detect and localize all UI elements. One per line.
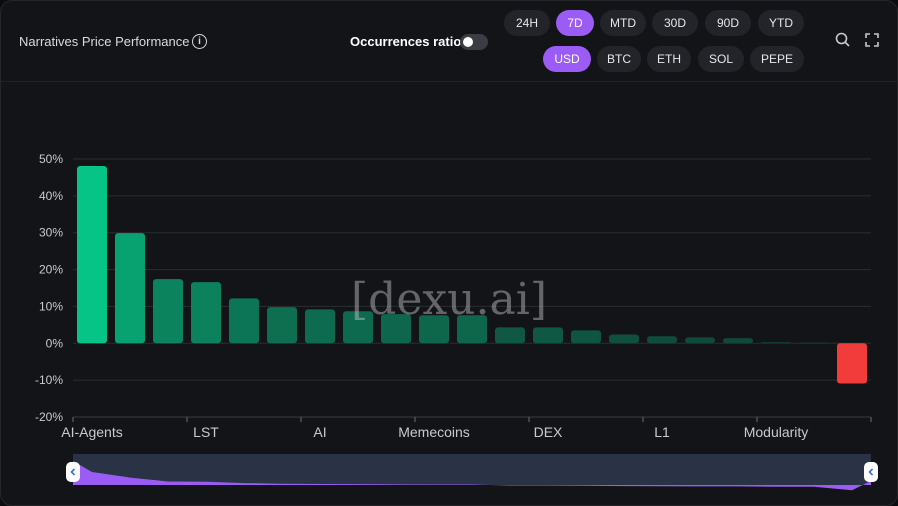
bar (533, 327, 563, 344)
fullscreen-icon[interactable] (865, 33, 879, 51)
x-tick-label: AI-Agents (61, 424, 122, 440)
y-tick-label: -20% (35, 410, 63, 424)
bar (761, 342, 791, 344)
info-icon[interactable]: i (192, 34, 207, 49)
y-tick-label: 10% (39, 299, 63, 313)
bar (685, 337, 715, 344)
bar (343, 311, 373, 344)
chevron-left-icon (70, 468, 76, 476)
chart-header: Narratives Price Performance i Occurrenc… (1, 1, 897, 82)
bar (723, 338, 753, 344)
search-icon[interactable] (835, 32, 851, 52)
period-ytd-button[interactable]: YTD (758, 10, 804, 36)
bar (419, 315, 449, 344)
bar (229, 298, 259, 344)
chart-title: Narratives Price Performance (19, 34, 190, 49)
bar (153, 279, 183, 344)
watermark-logo: [dexu.ai] (351, 274, 547, 325)
x-tick-label: L1 (654, 424, 670, 440)
bar (77, 166, 107, 344)
y-tick-label: 30% (39, 226, 63, 240)
period-90d-button[interactable]: 90D (705, 10, 751, 36)
currencie-eth-button[interactable]: ETH (647, 46, 691, 72)
period-mtd-button[interactable]: MTD (600, 10, 646, 36)
x-tick-label: LST (193, 424, 219, 440)
currencie-pepe-button[interactable]: PEPE (750, 46, 804, 72)
bar (457, 315, 487, 344)
range-slider-track (73, 454, 871, 485)
period-7d-button[interactable]: 7D (556, 10, 594, 36)
currencie-usd-button[interactable]: USD (543, 46, 591, 72)
bar (837, 343, 867, 384)
y-tick-label: 0% (46, 336, 64, 350)
y-tick-label: 40% (39, 189, 63, 203)
y-tick-label: -10% (35, 373, 63, 387)
occurrences-ratio-toggle[interactable] (460, 34, 488, 50)
bar (647, 336, 677, 344)
bar (115, 233, 145, 344)
bar (305, 309, 335, 344)
x-tick-label: DEX (534, 424, 563, 440)
occurrences-ratio-label: Occurrences ratio (350, 34, 462, 49)
currencie-btc-button[interactable]: BTC (597, 46, 641, 72)
bar (609, 334, 639, 344)
period-30d-button[interactable]: 30D (652, 10, 698, 36)
x-tick-label: Modularity (744, 424, 809, 440)
period-24h-button[interactable]: 24H (504, 10, 550, 36)
y-tick-label: 50% (39, 152, 63, 166)
currencie-sol-button[interactable]: SOL (698, 46, 744, 72)
bar (571, 330, 601, 344)
x-tick-label: AI (313, 424, 326, 440)
y-tick-label: 20% (39, 263, 63, 277)
bar (191, 282, 221, 344)
range-slider-right-handle[interactable] (864, 462, 878, 482)
bar (799, 342, 829, 344)
x-tick-label: Memecoins (398, 424, 470, 440)
bar (267, 307, 297, 344)
bar (381, 314, 411, 344)
range-slider-left-handle[interactable] (66, 462, 80, 482)
chevron-left-icon (868, 468, 874, 476)
bar (495, 327, 525, 344)
